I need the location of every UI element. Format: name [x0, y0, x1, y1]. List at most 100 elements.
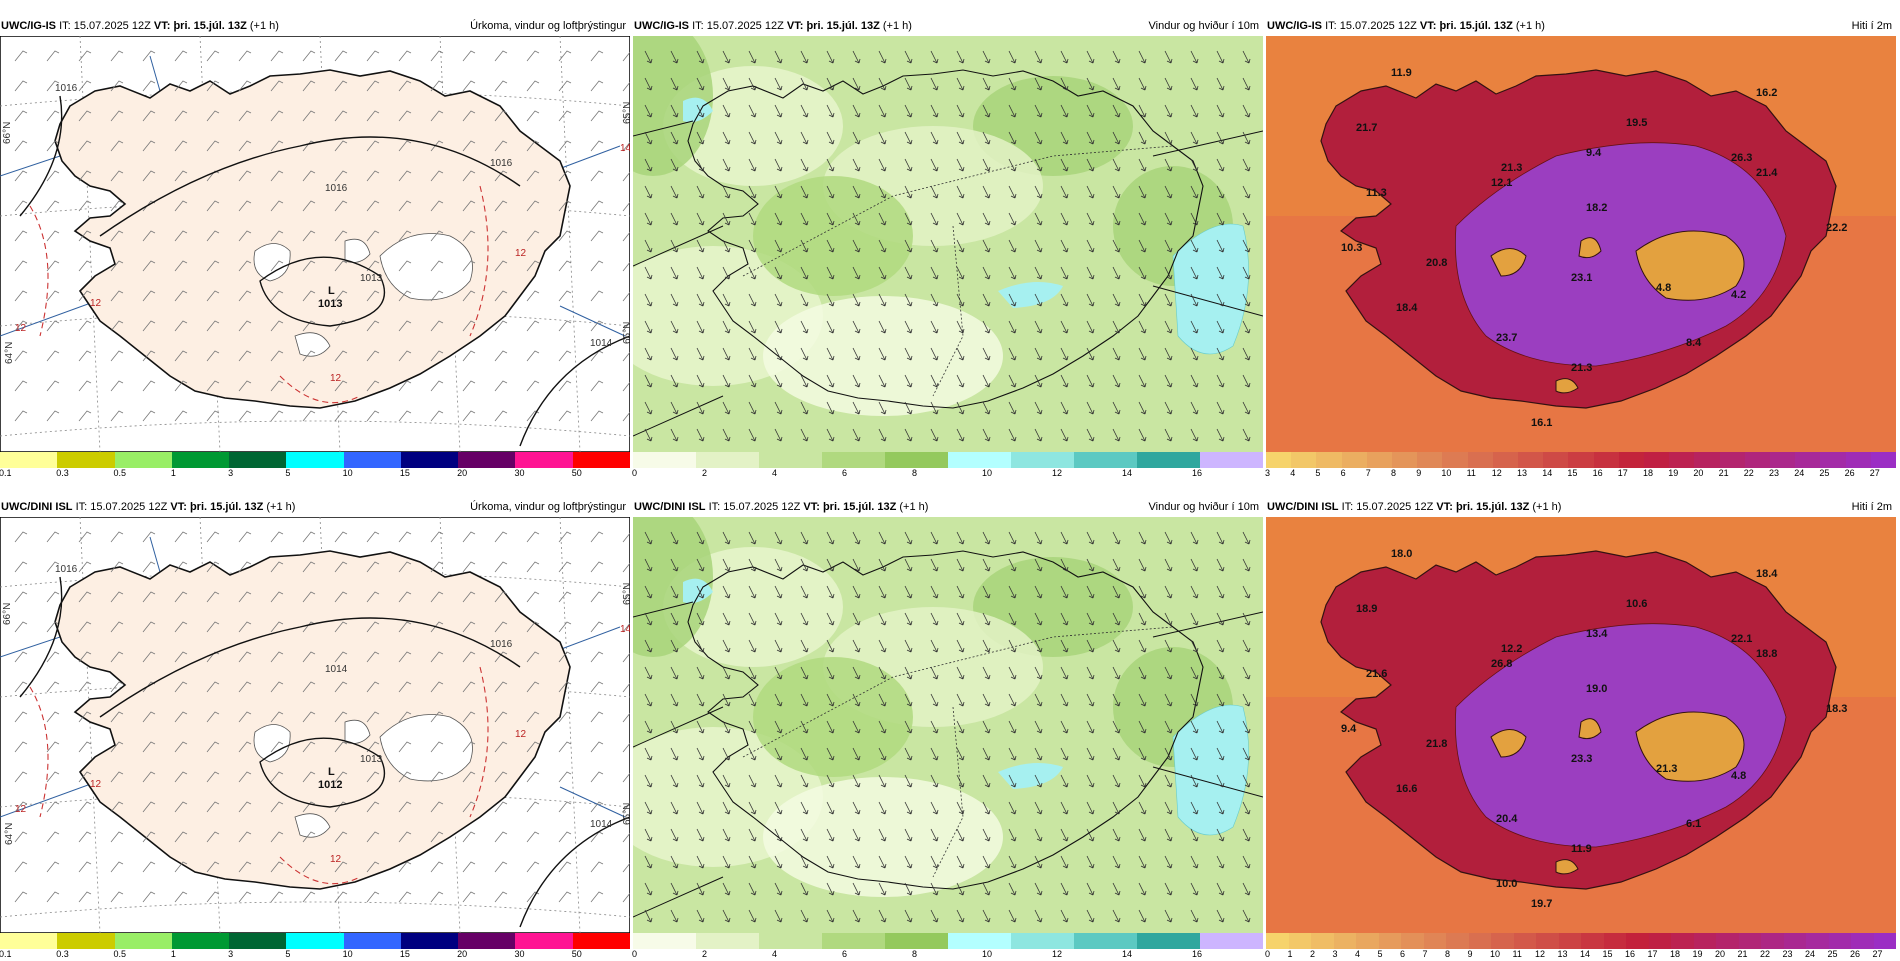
- wind-arrow: [852, 428, 861, 442]
- wind-barb: [590, 531, 604, 543]
- wind-arrow: [956, 909, 965, 923]
- colorbar-tick-label: 14: [1121, 468, 1132, 478]
- glacier-cold-area: [1578, 237, 1602, 259]
- wind-barb: [142, 621, 156, 633]
- temperature-label: 22.2: [1826, 222, 1847, 234]
- wind-arrow: [722, 347, 731, 361]
- wind-arrow: [1190, 104, 1199, 118]
- colorbar-tick-label: 5: [1315, 468, 1321, 478]
- wind-arrow: [1190, 185, 1199, 199]
- wind-arrow: [774, 666, 783, 680]
- wind-barb: [558, 140, 572, 152]
- wind-barb: [590, 260, 604, 272]
- wind-barb: [462, 140, 476, 152]
- wind-arrow: [670, 266, 679, 280]
- temperature-label: 26.3: [1731, 152, 1752, 164]
- wind-arrow: [1216, 131, 1225, 145]
- colorbar-swatch: [1618, 452, 1645, 468]
- wind-arrow: [878, 774, 887, 788]
- iceland-land: [54, 550, 571, 890]
- colorbar-tick-label: 10: [342, 949, 353, 959]
- wind-barb: [302, 320, 316, 332]
- colorbar-swatch: [1446, 933, 1469, 949]
- wind-barb: [334, 621, 348, 633]
- wind-arrow: [1242, 50, 1251, 64]
- wind-barb: [174, 651, 188, 663]
- wind-arrow: [1060, 747, 1069, 761]
- wind-arrow: [878, 531, 887, 545]
- init-label: IT:: [1325, 20, 1337, 32]
- wind-arrow: [1034, 855, 1043, 869]
- wind-arrow: [852, 855, 861, 869]
- wind-arrow: [826, 293, 835, 307]
- wind-barb: [366, 861, 380, 873]
- colorbar-tick-label: 0.5: [113, 949, 127, 959]
- temperature-label: 9.4: [1341, 723, 1357, 735]
- wind-arrow: [956, 77, 965, 91]
- wind-barb: [110, 771, 124, 783]
- wind-barb: [526, 170, 540, 182]
- colorbar-swatch: [458, 933, 516, 949]
- temperature-label: 4.2: [1731, 289, 1746, 301]
- wind-barb: [526, 621, 540, 633]
- wind-barb: [302, 861, 316, 873]
- wind-barb: [110, 651, 124, 663]
- wind-arrow: [670, 347, 679, 361]
- colorbar-swatch: [1851, 933, 1874, 949]
- wind-arrow: [774, 639, 783, 653]
- wind-arrow: [748, 212, 757, 226]
- wind-barb: [110, 260, 124, 272]
- colorbar-swatch: [1783, 933, 1806, 949]
- precip-map: 1016 1016 1014 1014 1013 12 12 12 12 14 66°N 65°N 64…: [0, 517, 630, 933]
- wind-barb: [590, 140, 604, 152]
- wind-barb: [14, 861, 28, 873]
- wind-barb: [270, 380, 284, 392]
- colorbar-swatch: [400, 452, 459, 468]
- wind-barb: [398, 50, 412, 62]
- wind-arrow: [1216, 801, 1225, 815]
- wind-barb: [558, 110, 572, 122]
- colorbar-swatch: [1137, 933, 1200, 949]
- wind-arrow: [982, 374, 991, 388]
- wind-arrow: [1242, 374, 1251, 388]
- temperature-label: 23.1: [1571, 272, 1592, 284]
- wind-barb: [526, 891, 540, 903]
- wind-arrow: [1112, 239, 1121, 253]
- wind-arrow: [904, 131, 913, 145]
- wind-barb: [526, 110, 540, 122]
- panel-title-bar: UWC/DINI ISL IT: 15.07.2025 12Z VT: þri.…: [633, 499, 1263, 515]
- wind-arrow: [1008, 293, 1017, 307]
- wind-arrow: [904, 909, 913, 923]
- colorbar-tick-label: 7: [1365, 468, 1371, 478]
- wind-arrow: [1242, 428, 1251, 442]
- wind-arrow: [722, 909, 731, 923]
- wind-arrow: [1190, 374, 1199, 388]
- wind-arrow: [1008, 374, 1017, 388]
- model-name: UWC/DINI ISL: [1267, 501, 1339, 513]
- wind-barb: [270, 651, 284, 663]
- wind-arrow: [1112, 185, 1121, 199]
- wind-barb: [206, 801, 220, 813]
- wind-arrow: [1242, 212, 1251, 226]
- wind-barb: [430, 50, 444, 62]
- wind-arrow: [904, 239, 913, 253]
- wind-arrow: [748, 558, 757, 572]
- wind-arrow: [982, 828, 991, 842]
- temperature-label: 9.4: [1586, 147, 1602, 159]
- colorbar-tick-label: 18: [1670, 949, 1681, 959]
- wind-barb: [142, 350, 156, 362]
- wind-arrow: [644, 104, 653, 118]
- wind-barb: [302, 561, 316, 573]
- wind-barb: [206, 380, 220, 392]
- colorbar-tick-label: 6: [841, 949, 847, 959]
- wind-arrow: [956, 320, 965, 334]
- wind-arrow: [696, 774, 705, 788]
- glacier-cold-area: [1555, 378, 1579, 394]
- wind-barb: [142, 80, 156, 92]
- wind-arrow: [748, 50, 757, 64]
- wind-barb: [142, 771, 156, 783]
- wind-barb: [206, 110, 220, 122]
- temperature-label: 4.8: [1656, 282, 1671, 294]
- colorbar-swatch: [1417, 452, 1443, 468]
- wind-arrow: [644, 374, 653, 388]
